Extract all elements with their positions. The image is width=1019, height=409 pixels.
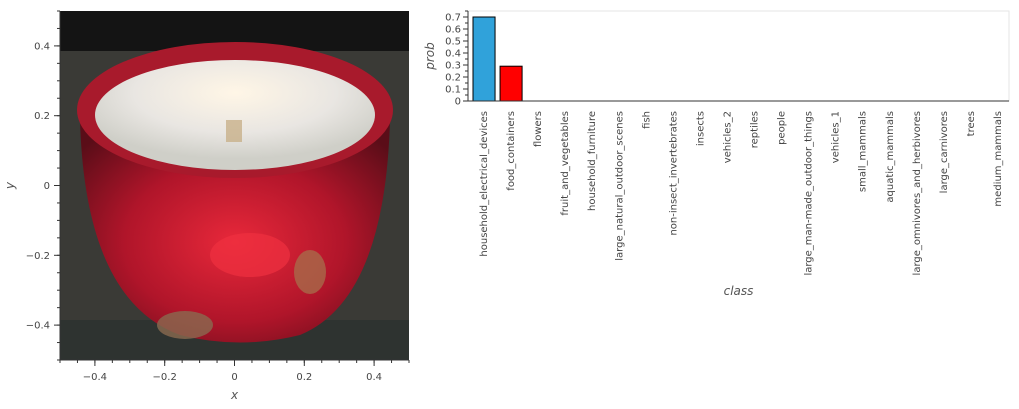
bar-y-tick-label: 0	[455, 97, 461, 108]
bar	[472, 16, 496, 102]
bar-x-tick-label: large_carnivores	[939, 111, 950, 193]
bar-y-tick-label: 0.5	[445, 37, 461, 48]
bar-y-tick-label: 0.2	[445, 73, 461, 84]
image-x-tick-label: 0	[231, 372, 237, 383]
bar-x-tick-label: vehicles_1	[831, 111, 842, 163]
bar-x-tick-label: large_omnivores_and_herbivores	[912, 111, 923, 275]
bar-x-tick-label: large_natural_outdoor_scenes	[614, 111, 625, 261]
bar-x-tick-label: people	[777, 111, 788, 145]
bar-x-tick-label: small_mammals	[858, 111, 869, 192]
bar-x-tick-label: medium_mammals	[993, 111, 1004, 207]
bar-plot-frame	[467, 10, 1010, 102]
image-x-tick-label: 0.2	[296, 372, 312, 383]
image-y-tick-label: −0.4	[26, 321, 50, 332]
bar-x-tick-label: insects	[695, 111, 706, 146]
bar-y-tick-label: 0.4	[445, 49, 461, 60]
bar-y-axis-label: prob	[423, 42, 437, 71]
image-x-axis-label: x	[230, 388, 239, 402]
image-y-tick-label: −0.2	[26, 251, 50, 262]
image-y-tick-label: 0	[44, 181, 50, 192]
candle-image	[60, 11, 409, 360]
image-y-tick-label: 0.4	[34, 41, 50, 52]
image-panel: −0.4 −0.2 0 0.2 0.4 0.4 0.2 0 −0.2 −0.4 x y	[3, 10, 410, 402]
bar-x-tick-label: fruit_and_vegetables	[560, 111, 571, 216]
bar-y-tick-label: 0.3	[445, 61, 461, 72]
bar-y-tick-label: 0.6	[445, 25, 461, 36]
bar-x-tick-label: large_man-made_outdoor_things	[804, 111, 815, 276]
bar-panel: household_electrical_devices food_contain…	[423, 10, 1010, 298]
image-x-tick-label: −0.4	[83, 372, 107, 383]
bar-x-tick-label: household_electrical_devices	[479, 111, 490, 257]
bar-x-axis-label: class	[724, 284, 754, 298]
bar-x-tick-label: vehicles_2	[722, 111, 733, 163]
image-x-tick-label: −0.2	[153, 372, 177, 383]
bar-x-tick-label: fish	[641, 111, 652, 129]
bar-x-tick-label: food_containers	[506, 111, 517, 191]
bar-x-tick-label: household_furniture	[587, 111, 598, 211]
bar-x-tick-label: aquatic_mammals	[885, 111, 896, 203]
image-y-tick-label: 0.2	[34, 111, 50, 122]
bar	[499, 65, 523, 102]
bar-x-tick-label: reptiles	[750, 111, 761, 148]
bar-y-tick-label: 0.7	[445, 13, 461, 24]
bar-x-tick-label: non-insect_invertebrates	[668, 111, 679, 236]
bar-y-tick-label: 0.1	[445, 85, 461, 96]
bar-x-tick-label: flowers	[533, 111, 544, 147]
image-y-axis-label: y	[3, 181, 17, 190]
bar-x-tick-label: trees	[966, 111, 977, 136]
image-x-tick-label: 0.4	[366, 372, 382, 383]
